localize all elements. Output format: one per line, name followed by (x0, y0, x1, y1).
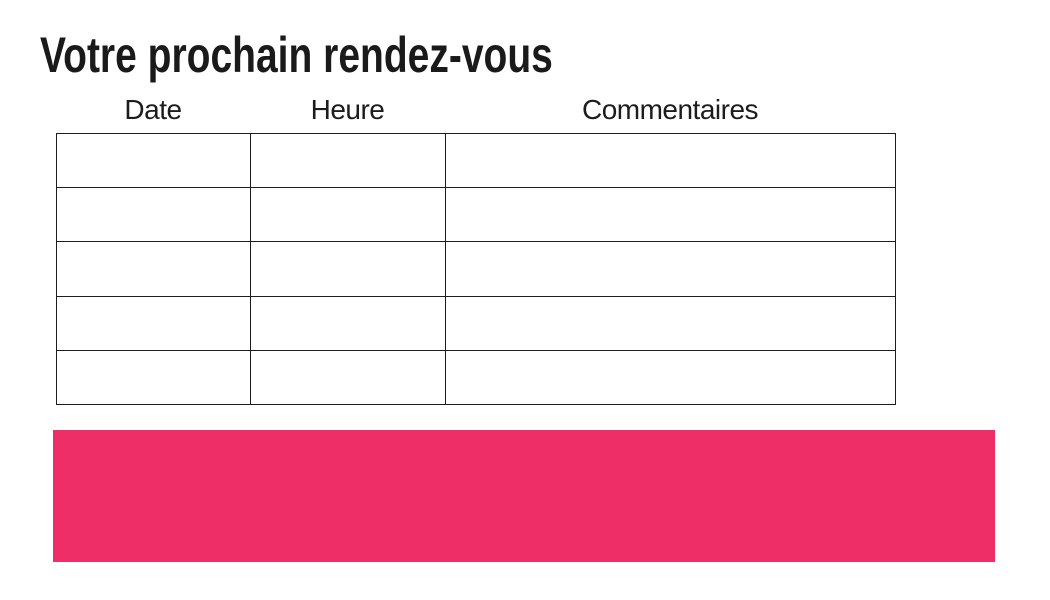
table-cell-commentaires (445, 187, 896, 243)
table-cell-heure (250, 132, 446, 189)
table-row (56, 241, 896, 297)
column-header-commentaires: Commentaires (581, 94, 759, 125)
appointments-table (56, 132, 896, 405)
table-header-row: Date Heure Commentaires (56, 96, 895, 124)
page-title: Votre prochain rendez-vous (40, 27, 553, 83)
table-cell-heure (250, 241, 446, 297)
table-cell-date (56, 295, 251, 351)
column-header-heure: Heure (310, 94, 385, 125)
table-row (56, 295, 896, 351)
table-cell-commentaires (445, 241, 896, 297)
table-cell-date (56, 132, 251, 189)
appointments-table-body (56, 132, 896, 405)
table-row (56, 132, 896, 189)
column-header-date: Date (124, 94, 182, 125)
table-cell-commentaires (445, 349, 896, 405)
footer-accent-bar (53, 430, 995, 562)
table-cell-commentaires (445, 132, 896, 189)
table-cell-heure (250, 295, 446, 351)
table-row (56, 349, 896, 405)
table-cell-heure (250, 187, 446, 243)
table-cell-commentaires (445, 295, 896, 351)
table-cell-date (56, 241, 251, 297)
table-cell-heure (250, 349, 446, 405)
table-row (56, 187, 896, 243)
table-cell-date (56, 187, 251, 243)
table-cell-date (56, 349, 251, 405)
